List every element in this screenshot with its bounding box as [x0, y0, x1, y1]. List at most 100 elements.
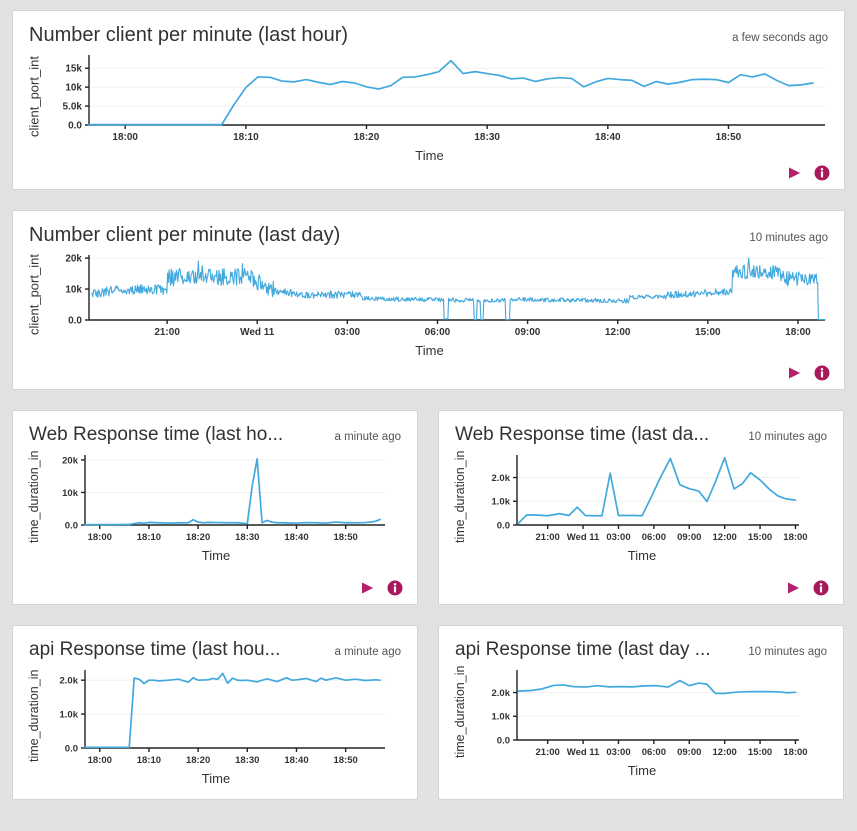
x-axis-label: Time [415, 343, 444, 358]
play-icon[interactable] [786, 165, 802, 181]
panel-title: api Response time (last hou... [29, 639, 281, 660]
y-tick-label: 20k [65, 253, 82, 264]
x-tick-label: 18:30 [235, 755, 259, 766]
panel-actions [359, 580, 403, 596]
panel-header: Number client per minute (last day) 10 m… [13, 211, 844, 247]
x-tick-label: 18:00 [783, 747, 807, 758]
play-icon[interactable] [359, 580, 375, 596]
y-axis-label: time_duration_in [453, 450, 467, 544]
y-tick-label: 0.0 [68, 120, 82, 131]
chart-canvas-3[interactable]: 0.0 1.0k 2.0k 21:00 Wed 11 03:00 06:00 09:00 12:… [469, 447, 843, 547]
dashboard-row-3: Web Response time (last ho... a minute a… [12, 410, 845, 605]
x-tick-label: 15:00 [748, 747, 772, 758]
chart-area: time_duration_in 0.0 10k 20k 18:00 18:10 18:2… [13, 447, 417, 563]
panel-api-response-last-day[interactable]: api Response time (last day ... 10 minut… [438, 625, 844, 800]
x-tick-label: 18:10 [137, 755, 161, 766]
chart-canvas-2[interactable]: 0.0 10k 20k 18:00 18:10 18:20 18:30 18:40 18:50 [43, 447, 417, 547]
play-icon[interactable] [785, 580, 801, 596]
chart-canvas-1[interactable]: 0.0 10k 20k 21:00 Wed 11 03:00 06:00 09:00 12:00… [43, 247, 844, 342]
x-tick-label: 09:00 [677, 747, 701, 758]
x-tick-label: Wed 11 [567, 532, 600, 543]
y-tick-label: 10k [65, 284, 82, 295]
panel-title: Web Response time (last ho... [29, 424, 284, 445]
y-tick-label: 1.0k [492, 497, 511, 508]
plot-wrapper: time_duration_in 0.0 1.0k 2.0k 21:00 Wed 11 0… [441, 447, 843, 547]
panel-actions [786, 165, 830, 181]
info-icon[interactable] [814, 165, 830, 181]
series-line [84, 458, 381, 526]
panel-timestamp: 10 minutes ago [748, 431, 827, 443]
x-tick-label: 18:40 [284, 532, 308, 543]
panel-number-client-last-hour[interactable]: Number client per minute (last hour) a f… [12, 10, 845, 190]
y-tick-label: 2.0k [60, 676, 79, 687]
series-line [517, 679, 797, 695]
panel-header: api Response time (last day ... 10 minut… [439, 626, 843, 662]
y-tick-label: 0.0 [68, 315, 82, 326]
play-icon[interactable] [786, 365, 802, 381]
panel-api-response-last-hour[interactable]: api Response time (last hou... a minute … [12, 625, 418, 800]
panel-timestamp: 10 minutes ago [748, 646, 827, 658]
x-tick-label: 09:00 [515, 327, 541, 338]
panel-title: Number client per minute (last hour) [29, 24, 349, 46]
panel-title: Web Response time (last da... [455, 424, 710, 445]
x-tick-label: 18:30 [474, 132, 500, 143]
x-tick-label: 18:30 [235, 532, 259, 543]
x-tick-label: 18:20 [186, 532, 210, 543]
panel-timestamp: a minute ago [334, 431, 402, 443]
info-icon[interactable] [814, 365, 830, 381]
x-tick-label: 09:00 [677, 532, 701, 543]
panel-title: Number client per minute (last day) [29, 224, 341, 246]
info-icon[interactable] [387, 580, 403, 596]
y-tick-label: 0.0 [65, 520, 78, 531]
x-tick-label: 15:00 [748, 532, 772, 543]
dashboard-row-1: Number client per minute (last hour) a f… [12, 10, 845, 190]
x-tick-label: 21:00 [536, 747, 560, 758]
x-tick-label: 18:00 [88, 755, 112, 766]
x-tick-label: 18:50 [333, 532, 357, 543]
x-tick-label: Wed 11 [240, 327, 275, 338]
y-tick-label: 5.0k [63, 101, 83, 112]
y-tick-label: 10k [65, 83, 82, 94]
panel-header: Web Response time (last ho... a minute a… [13, 411, 417, 447]
x-tick-label: 18:00 [88, 532, 112, 543]
x-tick-label: 03:00 [606, 532, 630, 543]
chart-area: time_duration_in 0.0 1.0k 2.0k 21:00 Wed 11 0… [439, 447, 843, 563]
x-tick-label: 12:00 [713, 532, 737, 543]
panel-web-response-last-hour[interactable]: Web Response time (last ho... a minute a… [12, 410, 418, 605]
x-tick-label: 18:40 [284, 755, 308, 766]
panel-web-response-last-day[interactable]: Web Response time (last da... 10 minutes… [438, 410, 844, 605]
chart-canvas-0[interactable]: 0.0 5.0k 10k 15k 18:00 18:10 18:20 18:30 18:40 18… [43, 47, 844, 147]
y-axis-label: client_port_int [26, 254, 42, 335]
chart-canvas-5[interactable]: 0.0 1.0k 2.0k 21:00 Wed 11 03:00 06:00 09:00 12:… [469, 662, 843, 762]
x-tick-label: 21:00 [154, 327, 180, 338]
series-line [84, 672, 381, 749]
panel-number-client-last-day[interactable]: Number client per minute (last day) 10 m… [12, 210, 845, 390]
panel-header: Web Response time (last da... 10 minutes… [439, 411, 843, 447]
plot-wrapper: time_duration_in 0.0 1.0k 2.0k 21:00 Wed 11 0… [441, 662, 843, 762]
chart-canvas-4[interactable]: 0.0 1.0k 2.0k 18:00 18:10 18:20 18:30 18:40 18:5… [43, 662, 417, 770]
panel-timestamp: a few seconds ago [732, 32, 828, 44]
x-tick-label: 18:20 [354, 132, 380, 143]
y-tick-label: 1.0k [492, 712, 511, 723]
x-axis-label: Time [201, 548, 231, 563]
x-tick-label: 18:10 [137, 532, 161, 543]
chart-area: client_port_int 0.0 5.0k 10k 15k 18:00 18:10 1… [13, 47, 844, 163]
plot-wrapper: client_port_int 0.0 10k 20k 21:00 Wed 11 03:0… [15, 247, 844, 342]
series-line [88, 59, 814, 126]
x-tick-label: 18:40 [595, 132, 621, 143]
y-axis-label: time_duration_in [453, 665, 467, 759]
x-tick-label: 18:10 [233, 132, 259, 143]
panel-timestamp: 10 minutes ago [749, 232, 828, 244]
panel-actions [785, 580, 829, 596]
y-tick-label: 15k [65, 64, 82, 75]
x-tick-label: 12:00 [713, 747, 737, 758]
y-tick-label: 20k [62, 455, 79, 466]
x-axis-label: Time [201, 771, 231, 786]
x-tick-label: 03:00 [606, 747, 630, 758]
x-tick-label: 18:00 [112, 132, 138, 143]
x-tick-label: 18:00 [785, 327, 811, 338]
info-icon[interactable] [813, 580, 829, 596]
panel-title: api Response time (last day ... [455, 639, 711, 660]
x-tick-label: 12:00 [605, 327, 631, 338]
